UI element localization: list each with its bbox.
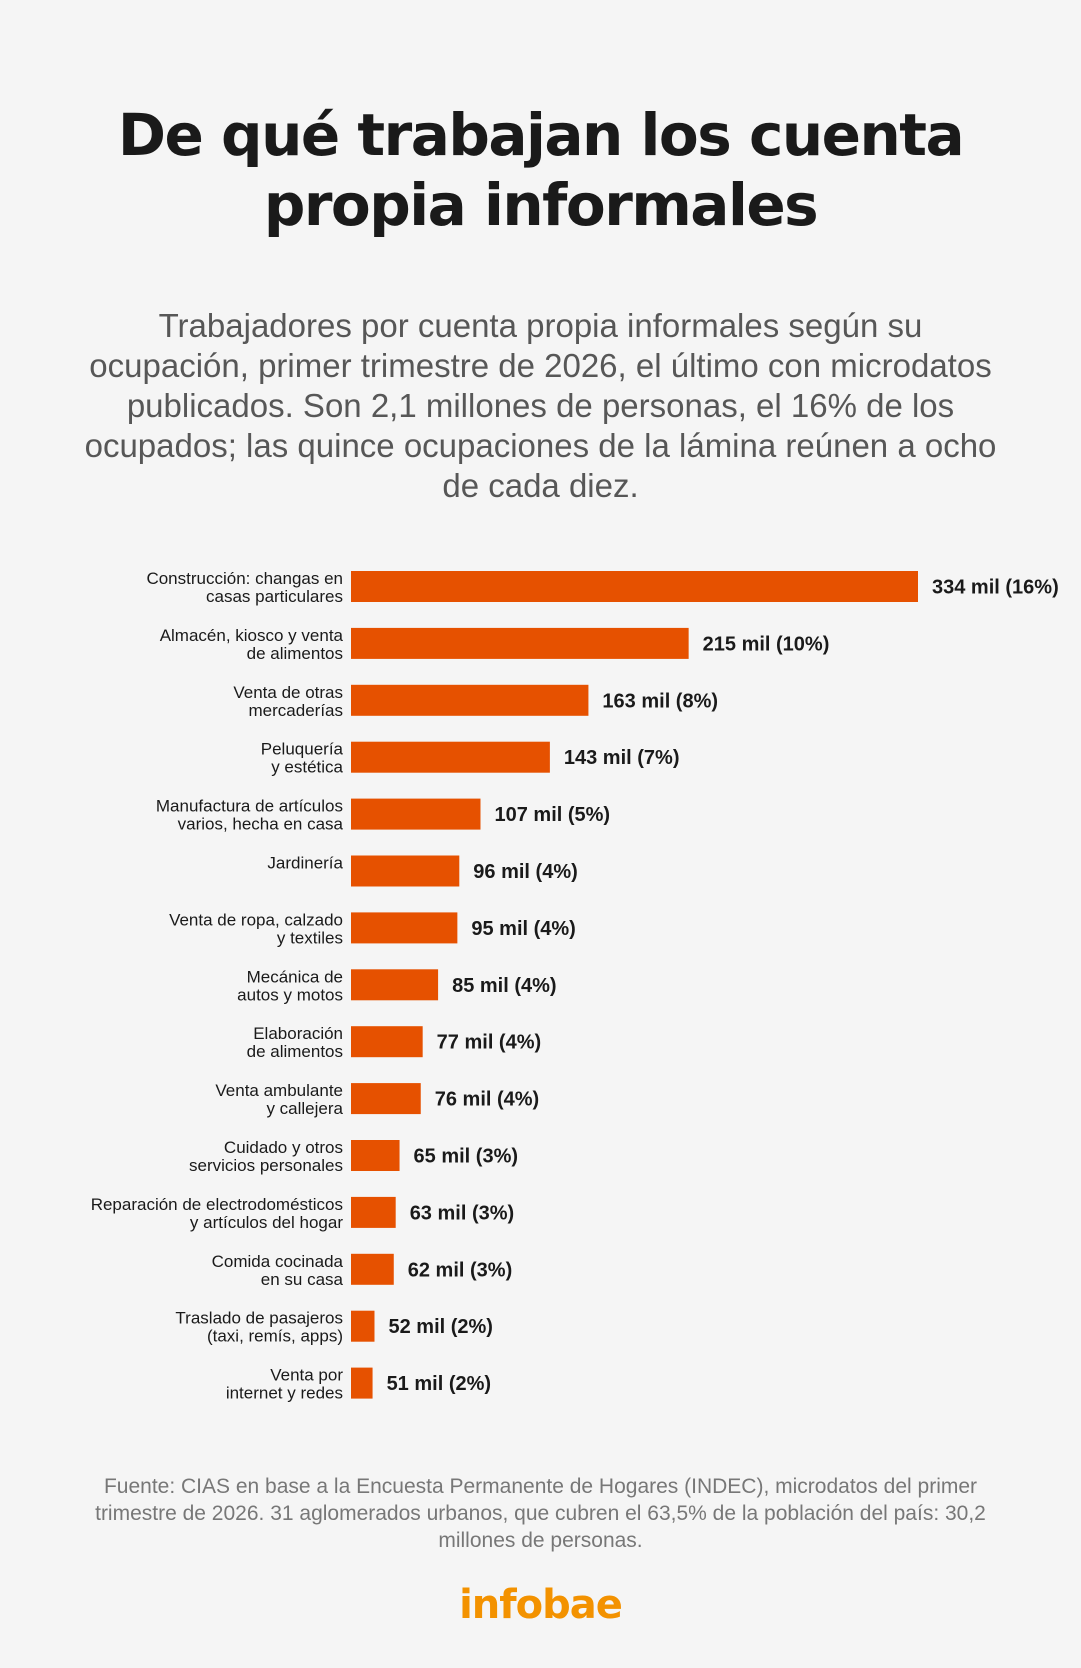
category-label-line: de alimentos — [247, 1042, 343, 1061]
value-label: 65 mil (3%) — [414, 1146, 518, 1168]
value-label: 63 mil (3%) — [410, 1202, 514, 1224]
category-label-line: varios, hecha en casa — [178, 815, 344, 834]
bar — [351, 1026, 423, 1058]
category-label-line: Comida cocinada — [212, 1252, 344, 1271]
category-label: Cuidado y otros servicios personales — [189, 1138, 343, 1175]
value-label: 107 mil (5%) — [494, 804, 610, 826]
bar — [351, 1140, 400, 1171]
chart-title: De qué trabajan los cuenta propia inform… — [117, 101, 965, 239]
category-label: Venta ambulante y callejera — [215, 1081, 343, 1118]
category-label-line: Venta ambulante — [215, 1081, 343, 1100]
category-label-line: y estética — [271, 758, 343, 777]
category-label: Reparación de electrodomésticos y artícul… — [91, 1195, 344, 1232]
category-label-line: y textiles — [277, 928, 343, 947]
category-label: Comida cocinada en su casa — [212, 1252, 344, 1289]
category-label-line: en su casa — [261, 1270, 344, 1289]
category-label-line: y artículos del hogar — [190, 1213, 343, 1232]
category-label-line: Almacén, kiosco y venta — [160, 626, 344, 645]
value-label: 215 mil (10%) — [703, 633, 830, 655]
source-note: Fuente: CIAS en base a la Encuesta Perma… — [95, 1475, 986, 1552]
category-label-line: autos y motos — [237, 985, 343, 1004]
category-label-line: casas particulares — [206, 587, 343, 606]
infobae-logo: infobae — [459, 1582, 623, 1628]
category-label: Peluquería y estética — [261, 740, 344, 777]
category-label-line: Venta de ropa, calzado — [169, 910, 343, 929]
category-label: Traslado de pasajeros (taxi, remís, apps) — [175, 1309, 343, 1346]
category-label-line: Construcción: changas en — [146, 569, 343, 588]
bar — [351, 1083, 421, 1115]
category-label: Jardinería — [267, 854, 343, 873]
category-label-line: mercaderías — [249, 701, 343, 720]
category-label: Manufactura de artículos varios, hecha en… — [156, 797, 344, 834]
value-label: 96 mil (4%) — [473, 861, 577, 883]
category-label: Almacén, kiosco y venta de alimentos — [160, 626, 344, 663]
value-label: 76 mil (4%) — [435, 1089, 539, 1111]
bar — [351, 1310, 375, 1342]
category-label-line: Mecánica de — [247, 967, 343, 986]
bar — [351, 969, 439, 1001]
category-label: Venta de otras mercaderías — [233, 683, 343, 720]
value-label: 95 mil (4%) — [471, 918, 575, 940]
category-label-line: Peluquería — [261, 740, 344, 759]
value-label: 163 mil (8%) — [602, 690, 718, 712]
value-label: 334 mil (16%) — [932, 577, 1059, 599]
category-label-line: servicios personales — [189, 1156, 343, 1175]
bar — [351, 627, 689, 659]
category-label-line: Cuidado y otros — [224, 1138, 343, 1157]
category-label-line: (taxi, remís, apps) — [207, 1327, 343, 1346]
bar — [351, 798, 481, 830]
category-label-line: de alimentos — [247, 644, 343, 663]
category-label: Venta de ropa, calzado y textiles — [169, 910, 343, 947]
chart-subtitle: Trabajadores por cuenta propia informale… — [84, 307, 997, 504]
value-label: 62 mil (3%) — [408, 1259, 512, 1281]
category-label-line: Manufactura de artículos — [156, 797, 343, 816]
category-label-line: Venta de otras — [233, 683, 343, 702]
category-label: Elaboración de alimentos — [247, 1024, 343, 1061]
value-label: 52 mil (2%) — [388, 1316, 492, 1338]
value-label: 143 mil (7%) — [564, 747, 680, 769]
value-label: 85 mil (4%) — [452, 975, 556, 997]
category-label-line: Traslado de pasajeros — [175, 1309, 343, 1328]
category-label-line: Reparación de electrodomésticos — [91, 1195, 343, 1214]
bar — [351, 741, 550, 773]
category-label-line: Elaboración — [253, 1024, 343, 1043]
bar — [351, 684, 589, 716]
bar — [351, 571, 918, 602]
category-label-line: Venta por — [270, 1366, 343, 1385]
category-label-line: y callejera — [266, 1099, 343, 1118]
category-label: Construcción: changas en casas particular… — [146, 569, 343, 606]
category-label-line: Jardinería — [267, 854, 343, 873]
category-label: Mecánica de autos y motos — [237, 967, 343, 1004]
bar — [351, 855, 460, 887]
value-label: 51 mil (2%) — [387, 1373, 491, 1395]
bar-chart: 334 mil (16%) Construcción: changas en cas… — [91, 569, 1059, 1403]
category-label: Venta por internet y redes — [226, 1366, 344, 1403]
bar — [351, 1196, 396, 1228]
bar — [351, 1367, 373, 1399]
bar — [351, 1253, 394, 1285]
bar — [351, 912, 458, 944]
category-label-line: internet y redes — [226, 1384, 343, 1403]
value-label: 77 mil (4%) — [437, 1032, 541, 1054]
